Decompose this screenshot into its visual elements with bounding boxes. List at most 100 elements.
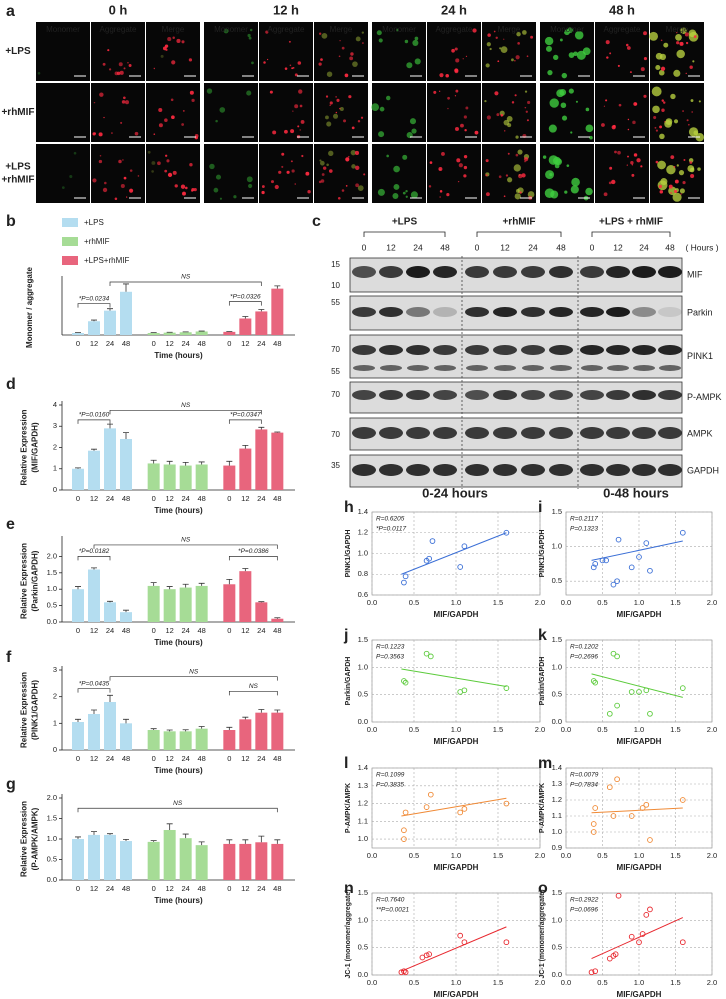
row-label: +rhMIF xyxy=(1,175,34,186)
y-tick-label: 1.0 xyxy=(358,662,368,671)
blot-band xyxy=(521,307,545,317)
micrograph xyxy=(91,22,145,81)
blot-band xyxy=(632,307,656,317)
cell-spot xyxy=(522,30,527,35)
error-bar xyxy=(75,586,81,590)
cell-spot xyxy=(378,131,385,138)
cell-spot xyxy=(514,193,521,200)
fit-line xyxy=(401,668,507,687)
bar xyxy=(147,333,160,335)
cell-spot xyxy=(447,96,450,100)
cell-spot xyxy=(454,95,457,97)
cell-spot xyxy=(625,43,629,47)
error-bar xyxy=(258,426,265,430)
cell-spot xyxy=(406,62,413,69)
legend-swatch xyxy=(62,218,78,227)
cell-spot xyxy=(360,116,364,119)
y-tick-label: 1.4 xyxy=(358,507,368,516)
y-tick-label: 0.5 xyxy=(552,690,562,699)
y-tick-label: 0.5 xyxy=(552,943,562,952)
x-tick-label: 24 xyxy=(106,884,114,893)
cell-spot xyxy=(92,178,97,183)
x-tick-label: 2.0 xyxy=(707,978,717,987)
x-tick-label: 2.0 xyxy=(707,598,717,607)
stat-label: P=0.7834 xyxy=(570,782,598,789)
cell-spot xyxy=(351,126,355,130)
significance-label: NS xyxy=(181,537,191,544)
x-tick-label: 12 xyxy=(241,884,249,893)
point xyxy=(429,538,436,544)
cell-spot xyxy=(649,31,659,41)
legend-swatch xyxy=(62,256,78,265)
cell-spot xyxy=(172,36,175,40)
cell-spot xyxy=(653,115,657,120)
cell-spot xyxy=(500,46,508,54)
cell-spot xyxy=(182,191,186,196)
channel-label: Merge xyxy=(162,25,185,34)
mw-marker: 55 xyxy=(331,367,340,376)
y-tick-label: 1.4 xyxy=(358,763,368,772)
blot-band xyxy=(606,266,630,278)
x-axis-title: MIF/GAPDH xyxy=(434,737,479,746)
x-tick-label: 24 xyxy=(257,494,265,503)
cell-spot xyxy=(294,183,296,185)
cell-spot xyxy=(402,191,406,195)
blot-band xyxy=(434,365,456,371)
cell-spot xyxy=(630,161,634,165)
cell-spot xyxy=(412,39,419,46)
blot-band xyxy=(658,307,682,317)
micrograph xyxy=(595,83,649,142)
cell-spot xyxy=(506,115,513,122)
time-header: 12 h xyxy=(273,2,299,17)
y-tick-label: 0.5 xyxy=(358,690,368,699)
stat-label: P=0.0696 xyxy=(570,907,598,914)
blot-band xyxy=(379,427,403,439)
x-tick-label: 0 xyxy=(227,494,231,503)
blot-strip xyxy=(349,334,683,379)
cell-spot xyxy=(272,130,277,135)
cell-spot xyxy=(320,58,323,61)
blot-band xyxy=(659,365,681,371)
y-tick-label: 1.0 xyxy=(552,662,562,671)
blot-band xyxy=(580,464,604,476)
significance-bracket xyxy=(228,556,278,561)
protein-label: P-AMPK xyxy=(687,392,722,402)
cell-spot xyxy=(376,30,382,36)
cell-spot xyxy=(582,47,591,56)
x-tick-label: 48 xyxy=(197,494,205,503)
y-tick-label: 4 xyxy=(53,400,57,409)
micrograph xyxy=(427,144,481,203)
x-tick-label: 0.5 xyxy=(597,851,607,860)
cell-spot xyxy=(386,154,389,158)
micrograph xyxy=(482,83,536,142)
bar xyxy=(88,450,100,490)
mw-marker: 55 xyxy=(331,298,340,307)
cell-spot xyxy=(270,180,274,184)
y-tick-label: 0.0 xyxy=(358,717,368,726)
y-tick-label: 1.5 xyxy=(358,635,368,644)
cell-spot xyxy=(371,103,380,112)
x-tick-label: 24 xyxy=(181,626,189,635)
point xyxy=(639,805,646,811)
error-bar xyxy=(274,431,281,433)
cell-spot xyxy=(288,40,291,43)
cell-spot xyxy=(361,31,364,34)
blot-band xyxy=(353,365,375,371)
x-tick-label: 1.0 xyxy=(634,978,644,987)
point xyxy=(457,932,464,939)
cell-spot xyxy=(153,133,156,136)
point xyxy=(426,951,432,958)
cell-spot xyxy=(688,31,699,42)
y-axis-title: Relative Expression xyxy=(20,543,29,619)
x-tick-label: 24 xyxy=(181,494,189,503)
bar xyxy=(120,291,132,335)
blot-band xyxy=(379,307,403,317)
cell-spot xyxy=(328,169,333,173)
x-tick-label: 48 xyxy=(273,754,281,763)
mw-marker: 70 xyxy=(331,345,340,354)
cell-spot xyxy=(326,71,333,77)
y-tick-label: 0.9 xyxy=(552,843,562,852)
point xyxy=(679,685,686,691)
cell-spot xyxy=(631,164,634,166)
cell-spot xyxy=(526,119,529,122)
